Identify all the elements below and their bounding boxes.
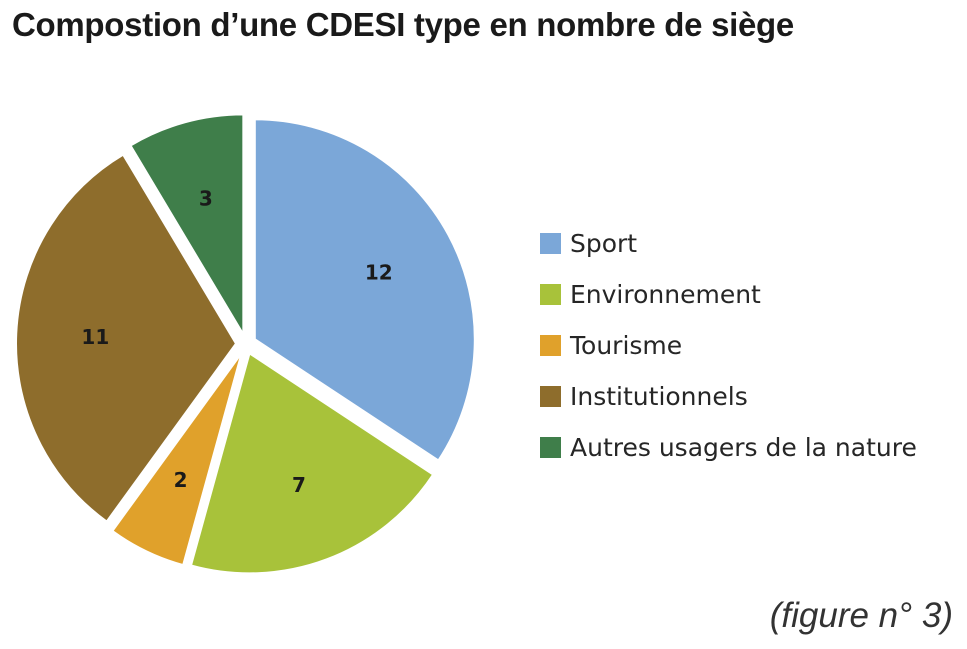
data-label: 3 [199,187,213,211]
pie-slice-institutionnels [15,153,238,523]
chart-title: Compostion d’une CDESI type en nombre de… [12,6,794,43]
data-label: 12 [365,261,393,285]
pie-slice-sport [253,118,476,462]
legend-swatch [540,284,561,305]
legend-label: Tourisme [570,331,683,360]
legend-item: Environnement [540,269,917,320]
pie-slice-environnement [189,351,435,575]
legend-label: Environnement [570,280,761,309]
legend-swatch [540,233,561,254]
legend-item: Autres usagers de la nature [540,422,917,473]
pie-slice-autres-usagers-de-la-nature [129,113,245,338]
pie-slice-tourisme [110,352,243,567]
legend-label: Institutionnels [570,382,748,411]
data-label: 2 [174,468,188,492]
chart-legend: Sport Environnement Tourisme Institutionnel… [540,218,917,473]
data-label: 7 [292,473,306,497]
legend-item: Sport [540,218,917,269]
figure-caption: (figure n° 3) [769,596,953,635]
legend-swatch [540,437,561,458]
legend-swatch [540,386,561,407]
data-label: 11 [81,325,109,349]
legend-item: Institutionnels [540,371,917,422]
legend-label: Sport [570,229,638,258]
legend-item: Tourisme [540,320,917,371]
legend-label: Autres usagers de la nature [570,433,917,462]
legend-swatch [540,335,561,356]
